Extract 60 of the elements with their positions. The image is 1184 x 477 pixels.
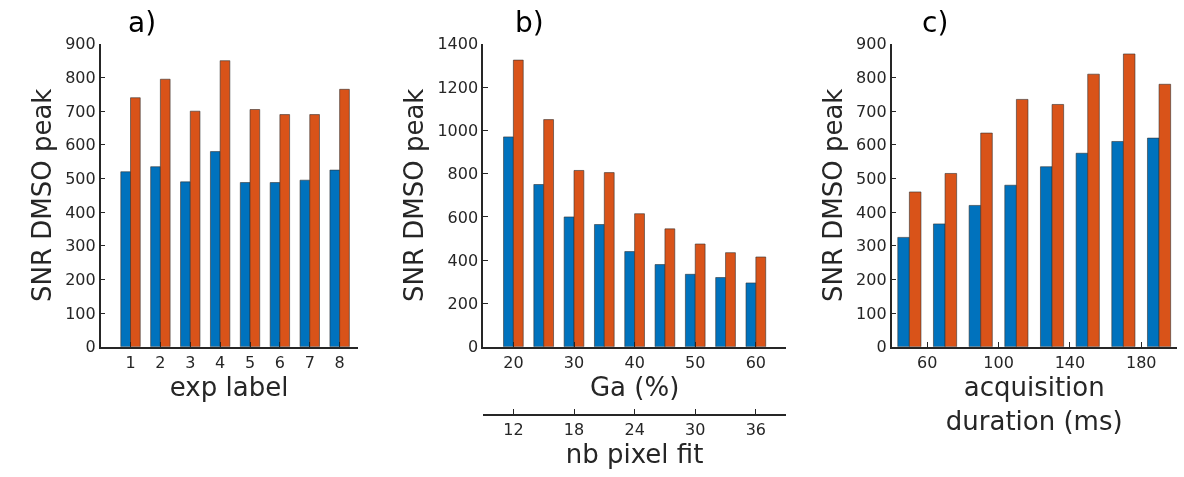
x-tick-label: 60 <box>745 352 767 372</box>
x-axis-title: exp label <box>169 371 289 402</box>
x-tick-label: 30 <box>563 352 585 372</box>
x-tick-label: 8 <box>334 352 345 372</box>
y-tick-label: 100 <box>65 303 96 323</box>
x2-tick-label: 12 <box>503 419 524 439</box>
y-tick-label: 200 <box>856 270 887 290</box>
y-tick-label: 200 <box>447 294 479 314</box>
y-tick-label: 200 <box>65 270 96 290</box>
x-tick-label: 7 <box>304 352 315 372</box>
x-tick-label: 5 <box>244 352 256 372</box>
x-tick-label: 3 <box>185 352 196 372</box>
x-tick-label: 140 <box>1054 352 1086 372</box>
y-tick-label: 900 <box>856 34 887 54</box>
y-tick-label: 0 <box>876 337 887 357</box>
x-tick-label: 2 <box>155 352 166 372</box>
y-tick-label: 500 <box>65 169 96 189</box>
y-tick-label: 700 <box>856 101 887 121</box>
x2-tick-label: 36 <box>745 419 767 439</box>
x-tick-label: 50 <box>685 352 706 372</box>
y-tick-label: 0 <box>467 337 479 357</box>
chart-title: b) <box>515 6 544 39</box>
y-tick-label: 1000 <box>437 121 479 141</box>
x-tick-label: 100 <box>983 352 1014 372</box>
x-tick-label: 6 <box>274 352 285 372</box>
y-tick-label: 300 <box>65 236 96 256</box>
x-tick-label: 1 <box>125 352 136 372</box>
x-axis-title: Ga (%) <box>589 371 680 402</box>
x-tick-label: 40 <box>624 352 645 372</box>
y-tick-label: 1400 <box>437 34 479 54</box>
y-axis-title: SNR DMSO peak <box>817 88 848 303</box>
y-tick-label: 500 <box>856 169 887 189</box>
x-tick-label: 60 <box>917 352 938 372</box>
x-tick-label: 4 <box>215 352 226 372</box>
y-axis-title: SNR DMSO peak <box>27 88 58 303</box>
y-tick-label: 700 <box>65 101 96 121</box>
y-tick-label: 300 <box>856 236 887 256</box>
x2-tick-label: 24 <box>624 419 645 439</box>
chart-title: a) <box>128 6 157 39</box>
x2-axis-title: nb pixel fit <box>565 438 704 469</box>
y-axis-title: SNR DMSO peak <box>399 88 430 303</box>
x-axis-title: acquisition duration (ms) <box>945 371 1123 436</box>
y-tick-label: 400 <box>447 250 479 270</box>
y-tick-label: 400 <box>65 202 96 222</box>
x2-tick-label: 30 <box>685 419 706 439</box>
x-tick-label: 20 <box>503 352 524 372</box>
y-tick-label: 1200 <box>437 77 479 97</box>
y-tick-label: 100 <box>856 303 887 323</box>
y-tick-label: 600 <box>65 135 96 155</box>
x-tick-label: 180 <box>1125 352 1157 372</box>
y-tick-label: 800 <box>447 164 479 184</box>
y-tick-label: 0 <box>85 337 96 357</box>
y-tick-label: 600 <box>856 135 887 155</box>
y-tick-label: 800 <box>65 68 96 88</box>
y-tick-label: 900 <box>65 34 96 54</box>
y-tick-label: 800 <box>856 68 887 88</box>
x2-tick-label: 18 <box>563 419 585 439</box>
chart-title: c) <box>922 6 949 39</box>
y-tick-label: 400 <box>856 202 887 222</box>
y-tick-label: 600 <box>447 207 479 227</box>
